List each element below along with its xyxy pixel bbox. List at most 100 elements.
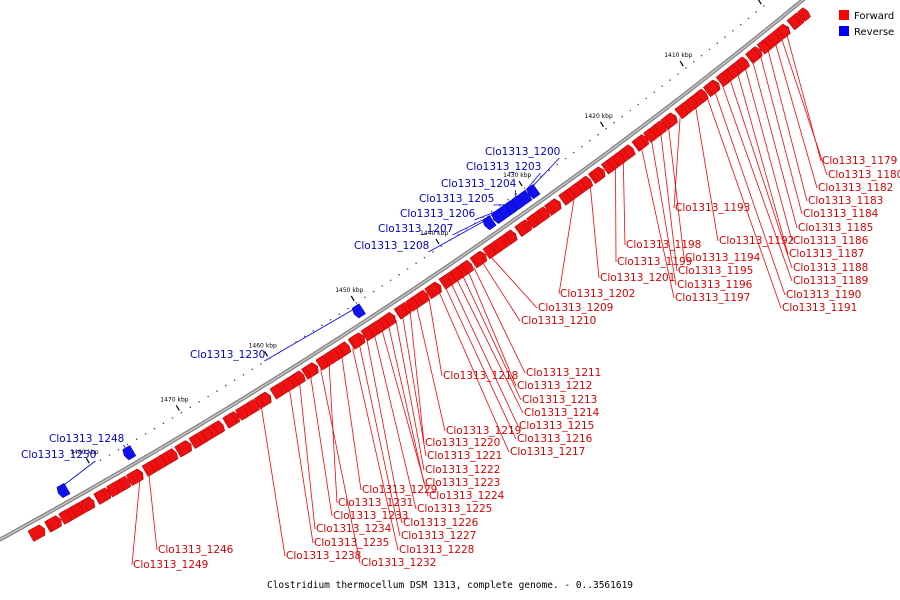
gene-label-Clo1313_1185[interactable]: Clo1313_1185	[798, 222, 873, 234]
gene-label-Clo1313_1192[interactable]: Clo1313_1192	[719, 235, 794, 247]
gene-label-Clo1313_1220[interactable]: Clo1313_1220	[425, 437, 500, 449]
kbp-tick-mark	[757, 0, 762, 5]
gene-label-Clo1313_1226[interactable]: Clo1313_1226	[403, 517, 479, 529]
gene-label-Clo1313_1200[interactable]: Clo1313_1200	[485, 146, 560, 158]
gene-label-Clo1313_1191[interactable]: Clo1313_1191	[782, 302, 857, 314]
minor-tick	[117, 448, 120, 451]
gene-label-Clo1313_1238[interactable]: Clo1313_1238	[286, 550, 361, 562]
kbp-tick-label: 1480 kbp	[70, 449, 98, 456]
minor-tick	[669, 79, 671, 81]
gene-label-Clo1313_1215[interactable]: Clo1313_1215	[519, 420, 594, 432]
minor-tick	[225, 384, 227, 387]
gene-label-Clo1313_1229[interactable]: Clo1313_1229	[362, 484, 437, 496]
gene-label-Clo1313_1223[interactable]: Clo1313_1223	[425, 477, 500, 489]
callout-line-Clo1313_1250	[60, 460, 96, 488]
reverse-gene-Clo1313_1230	[351, 303, 366, 319]
gene-label-Clo1313_1201[interactable]: Clo1313_1201	[600, 272, 675, 284]
kbp-tick-mark	[679, 60, 684, 67]
gene-label-Clo1313_1213[interactable]: Clo1313_1213	[522, 394, 597, 406]
genome-caption: Clostridium thermocellum DSM 1313, compl…	[267, 580, 633, 591]
minor-tick	[406, 268, 409, 270]
gene-label-Clo1313_1221[interactable]: Clo1313_1221	[427, 450, 502, 462]
gene-label-Clo1313_1198[interactable]: Clo1313_1198	[626, 239, 701, 251]
gene-label-Clo1313_1224[interactable]: Clo1313_1224	[429, 490, 505, 502]
gene-label-Clo1313_1225[interactable]: Clo1313_1225	[417, 503, 492, 515]
gene-label-Clo1313_1210[interactable]: Clo1313_1210	[521, 315, 596, 327]
gene-label-Clo1313_1248[interactable]: Clo1313_1248	[49, 433, 124, 445]
gene-label-Clo1313_1190[interactable]: Clo1313_1190	[786, 289, 861, 301]
gene-label-Clo1313_1184[interactable]: Clo1313_1184	[803, 208, 879, 220]
minor-tick	[645, 97, 647, 100]
callout-line-Clo1313_1194	[668, 126, 685, 259]
gene-label-Clo1313_1232[interactable]: Clo1313_1232	[361, 557, 436, 569]
forward-gene-segment	[349, 333, 363, 349]
callout-line-Clo1313_1221	[402, 315, 427, 457]
minor-tick	[135, 438, 138, 441]
gene-label-Clo1313_1250[interactable]: Clo1313_1250	[21, 449, 96, 461]
minor-tick	[457, 233, 460, 236]
gene-label-Clo1313_1234[interactable]: Clo1313_1234	[316, 523, 392, 535]
gene-label-Clo1313_1205[interactable]: Clo1313_1205	[419, 193, 494, 205]
gene-label-Clo1313_1206[interactable]: Clo1313_1206	[400, 208, 476, 220]
gene-label-Clo1313_1214[interactable]: Clo1313_1214	[524, 407, 600, 419]
callout-line-Clo1313_1183	[767, 48, 808, 202]
gene-label-Clo1313_1186[interactable]: Clo1313_1186	[793, 235, 869, 247]
gene-label-Clo1313_1193[interactable]: Clo1313_1193	[675, 202, 750, 214]
minor-tick	[474, 222, 476, 224]
gene-label-Clo1313_1195[interactable]: Clo1313_1195	[678, 265, 753, 277]
forward-gene-segment	[515, 221, 529, 237]
callout-line-Clo1313_1182	[775, 42, 818, 189]
callout-line-Clo1313_1187	[737, 72, 789, 255]
gene-label-Clo1313_1227[interactable]: Clo1313_1227	[401, 530, 476, 542]
gene-label-Clo1313_1231[interactable]: Clo1313_1231	[338, 497, 413, 509]
kbp-tick-mark	[264, 350, 269, 357]
gene-label-Clo1313_1199[interactable]: Clo1313_1199	[617, 256, 692, 268]
gene-label-Clo1313_1179[interactable]: Clo1313_1179	[822, 155, 897, 167]
gene-label-Clo1313_1217[interactable]: Clo1313_1217	[510, 446, 585, 458]
gene-label-Clo1313_1189[interactable]: Clo1313_1189	[793, 275, 868, 287]
forward-gene-segment	[590, 167, 604, 183]
gene-label-Clo1313_1204[interactable]: Clo1313_1204	[441, 178, 517, 190]
gene-label-Clo1313_1246[interactable]: Clo1313_1246	[158, 544, 234, 556]
gene-label-Clo1313_1194[interactable]: Clo1313_1194	[685, 252, 761, 264]
gene-label-Clo1313_1249[interactable]: Clo1313_1249	[133, 559, 208, 571]
forward-gene-segment	[94, 489, 108, 505]
gene-label-Clo1313_1180[interactable]: Clo1313_1180	[828, 169, 900, 181]
gene-label-Clo1313_1182[interactable]: Clo1313_1182	[818, 182, 893, 194]
gene-label-Clo1313_1212[interactable]: Clo1313_1212	[517, 380, 592, 392]
callout-lines	[60, 33, 828, 566]
forward-gene-segment	[188, 434, 202, 450]
gene-label-Clo1313_1216[interactable]: Clo1313_1216	[517, 433, 593, 445]
minor-tick	[355, 302, 358, 304]
callout-line-Clo1313_1227	[358, 343, 401, 537]
gene-label-Clo1313_1207[interactable]: Clo1313_1207	[378, 223, 453, 235]
gene-label-Clo1313_1211[interactable]: Clo1313_1211	[526, 367, 601, 379]
gene-label-Clo1313_1202[interactable]: Clo1313_1202	[560, 288, 635, 300]
minor-tick	[260, 363, 262, 365]
gene-label-Clo1313_1233[interactable]: Clo1313_1233	[333, 510, 408, 522]
gene-label-Clo1313_1208[interactable]: Clo1313_1208	[354, 240, 429, 252]
gene-label-Clo1313_1235[interactable]: Clo1313_1235	[314, 537, 389, 549]
gene-label-Clo1313_1222[interactable]: Clo1313_1222	[425, 464, 500, 476]
gene-label-Clo1313_1219[interactable]: Clo1313_1219	[446, 425, 521, 437]
gene-label-Clo1313_1203[interactable]: Clo1313_1203	[466, 161, 541, 173]
callout-line-Clo1313_1202	[558, 196, 575, 295]
gene-label-Clo1313_1196[interactable]: Clo1313_1196	[677, 279, 753, 291]
forward-gene-segment	[70, 503, 84, 518]
gene-label-Clo1313_1197[interactable]: Clo1313_1197	[675, 292, 750, 304]
reverse-gene-Clo1313_1200	[526, 184, 541, 200]
forward-gene-segment	[471, 252, 486, 267]
minor-tick	[540, 175, 542, 177]
minor-tick	[162, 422, 165, 425]
gene-label-Clo1313_1183[interactable]: Clo1313_1183	[808, 195, 883, 207]
gene-label-Clo1313_1187[interactable]: Clo1313_1187	[789, 248, 864, 260]
gene-label-Clo1313_1188[interactable]: Clo1313_1188	[793, 262, 868, 274]
gene-label-Clo1313_1218[interactable]: Clo1313_1218	[443, 370, 518, 382]
minor-tick	[724, 36, 726, 38]
kbp-tick-mark	[85, 457, 90, 464]
forward-gene-segment	[269, 384, 283, 400]
callout-line-Clo1313_1192	[695, 105, 719, 242]
gene-label-Clo1313_1209[interactable]: Clo1313_1209	[538, 302, 613, 314]
gene-label-Clo1313_1228[interactable]: Clo1313_1228	[399, 544, 474, 556]
gene-label-Clo1313_1230[interactable]: Clo1313_1230	[190, 349, 265, 361]
